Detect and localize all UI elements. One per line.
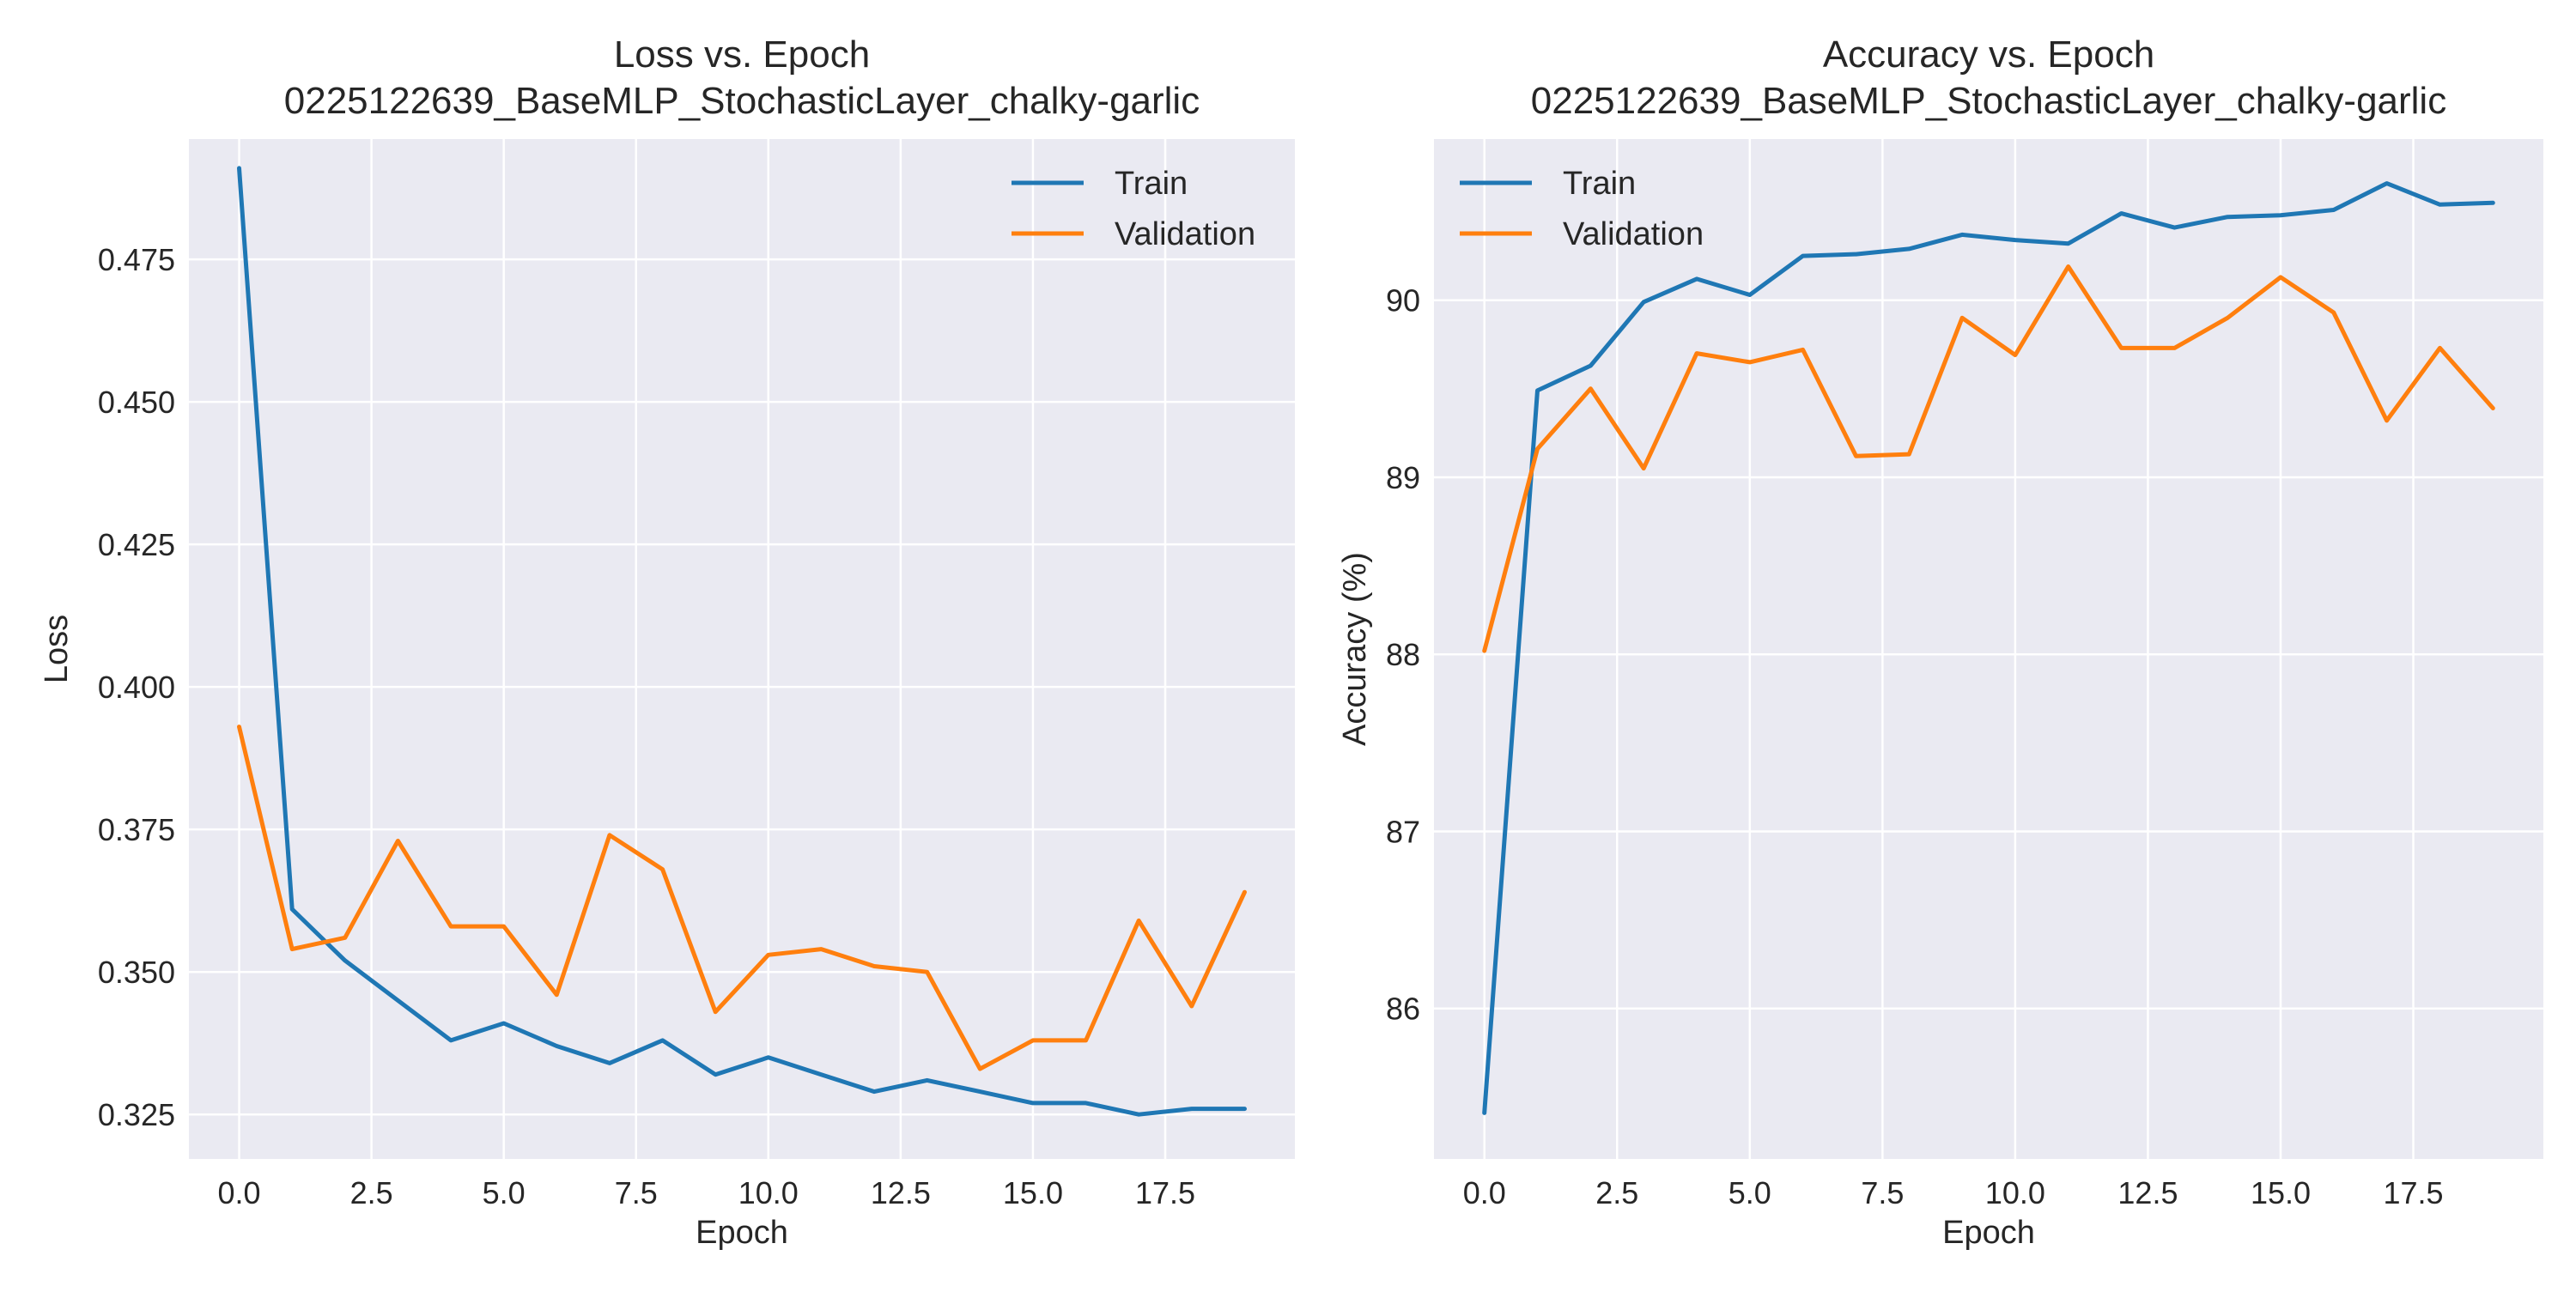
chart-subtitle: 0225122639_BaseMLP_StochasticLayer_chalk… — [284, 80, 1200, 122]
x-tick-label: 15.0 — [2251, 1175, 2311, 1210]
legend-label-validation: Validation — [1563, 216, 1704, 252]
chart-panel-accuracy: 0.0 2.5 5.0 7.5 10.0 12.5 15.0 17.5 86 87 88 89 90 Ac… — [1337, 33, 2543, 1251]
y-axis-label: Accuracy (%) — [1337, 552, 1373, 746]
x-tick-label: 2.5 — [1595, 1175, 1638, 1210]
x-tick-label: 12.5 — [2117, 1175, 2178, 1210]
chart-panel-loss: 0.0 2.5 5.0 7.5 10.0 12.5 15.0 17.5 0.325 0.350 0.… — [39, 33, 1295, 1251]
y-tick-label: 0.375 — [98, 812, 175, 847]
legend-label-train: Train — [1563, 166, 1636, 202]
series-line-train — [1482, 181, 2495, 1115]
y-tick-label: 88 — [1386, 637, 1420, 672]
legend: Train Validation — [1012, 166, 1255, 252]
x-tick-label: 5.0 — [1728, 1175, 1771, 1210]
x-tick-label: 17.5 — [2384, 1175, 2444, 1210]
y-tick-label: 0.400 — [98, 670, 175, 705]
y-tick-label: 0.325 — [98, 1097, 175, 1132]
plot-area — [189, 139, 1295, 1159]
x-tick-label: 15.0 — [1003, 1175, 1063, 1210]
x-tick-label: 17.5 — [1135, 1175, 1195, 1210]
legend-label-train: Train — [1115, 166, 1188, 202]
y-tick-label: 0.350 — [98, 955, 175, 990]
x-tick-label: 0.0 — [218, 1175, 261, 1210]
y-tick-label: 86 — [1386, 992, 1420, 1027]
y-tick-label: 0.475 — [98, 242, 175, 277]
x-axis-label: Epoch — [1942, 1215, 2035, 1251]
y-tick-label: 90 — [1386, 283, 1420, 318]
legend: Train Validation — [1460, 166, 1704, 252]
x-tick-label: 7.5 — [1861, 1175, 1904, 1210]
chart-title: Accuracy vs. Epoch — [1823, 33, 2154, 76]
x-tick-label: 5.0 — [483, 1175, 526, 1210]
series-line-train — [237, 166, 1247, 1117]
x-tick-label: 10.0 — [1985, 1175, 2045, 1210]
x-tick-label: 7.5 — [615, 1175, 658, 1210]
series-line-validation — [1482, 264, 2495, 653]
y-axis-label: Loss — [39, 615, 75, 683]
chart-subtitle: 0225122639_BaseMLP_StochasticLayer_chalk… — [1531, 80, 2446, 122]
x-tick-label: 12.5 — [871, 1175, 931, 1210]
y-tick-label: 0.425 — [98, 527, 175, 562]
x-tick-label: 0.0 — [1463, 1175, 1506, 1210]
x-tick-label: 2.5 — [350, 1175, 393, 1210]
legend-label-validation: Validation — [1115, 216, 1255, 252]
y-tick-label: 87 — [1386, 814, 1420, 849]
x-axis-label: Epoch — [696, 1215, 788, 1251]
y-tick-label: 0.450 — [98, 385, 175, 420]
series-line-validation — [237, 725, 1247, 1071]
x-tick-label: 10.0 — [738, 1175, 799, 1210]
chart-title: Loss vs. Epoch — [614, 33, 870, 76]
plot-area — [1434, 139, 2543, 1159]
y-tick-label: 89 — [1386, 460, 1420, 495]
